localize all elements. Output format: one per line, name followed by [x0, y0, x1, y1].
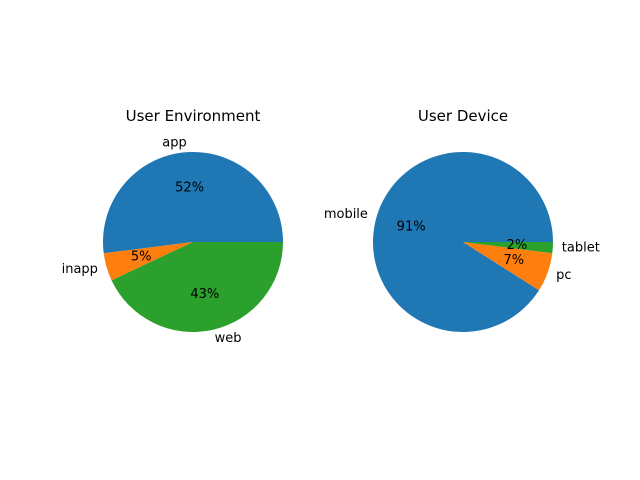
slice-label-inapp: inapp — [62, 262, 98, 277]
slice-label-web: web — [215, 331, 242, 346]
chart-title: User Environment — [126, 107, 261, 125]
slice-percent-pc: 7% — [503, 253, 524, 268]
slice-percent-web: 43% — [190, 287, 219, 302]
slice-percent-tablet: 2% — [507, 238, 528, 253]
pie-slice-app — [102, 151, 283, 254]
pie-slice-pc — [463, 242, 553, 291]
pie-chart-user-environment: app 52% inapp 5% web 43% User Environment — [62, 107, 283, 346]
pie-slice-tablet — [463, 242, 553, 254]
pie-slice-inapp — [103, 242, 193, 281]
slice-percent-app: 52% — [175, 181, 204, 196]
slice-percent-inapp: 5% — [131, 250, 152, 265]
pie-slice-mobile — [373, 151, 554, 332]
slice-label-app: app — [162, 136, 186, 151]
slice-label-mobile: mobile — [324, 207, 368, 222]
pie-chart-user-device: mobile 91% pc 7% tablet 2% User Device — [324, 107, 600, 332]
slice-label-pc: pc — [556, 268, 571, 283]
pie-slice-web — [111, 242, 283, 332]
slice-percent-mobile: 91% — [397, 219, 426, 234]
chart-title: User Device — [418, 107, 508, 125]
slice-label-tablet: tablet — [562, 241, 600, 256]
